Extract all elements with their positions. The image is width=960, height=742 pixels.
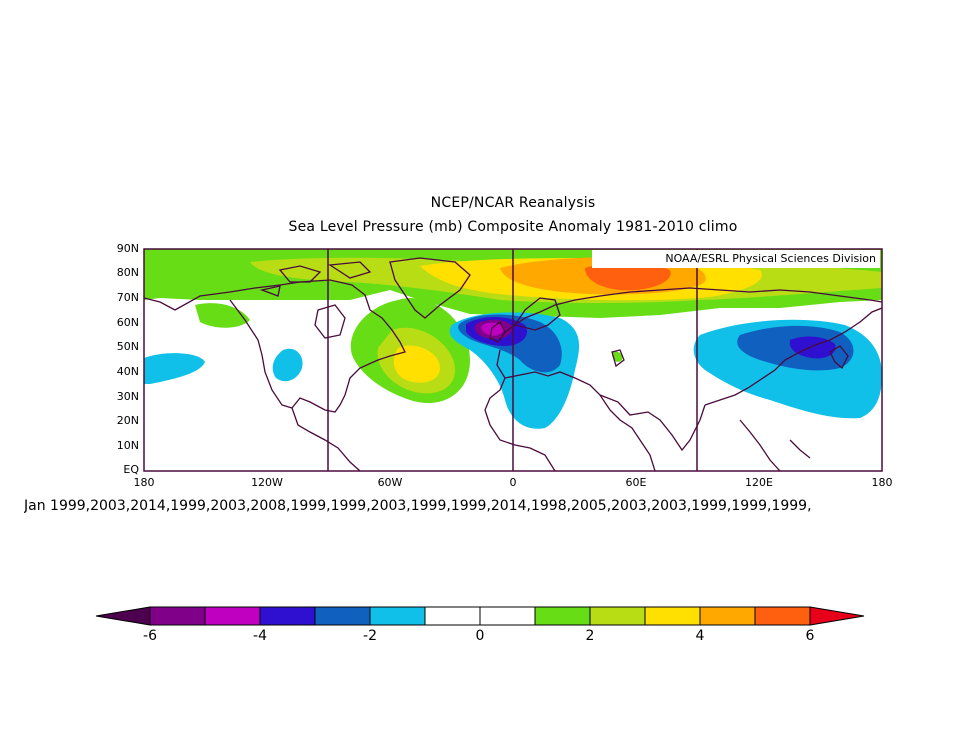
negative-anomaly-europe-center — [481, 322, 504, 336]
lat-tick-label: EQ — [123, 463, 139, 476]
lon-tick-label: 180 — [133, 476, 155, 489]
coast-west-america — [229, 299, 293, 409]
coast-mediterranean — [504, 371, 656, 471]
lon-tick-label: 60W — [377, 476, 403, 489]
positive-anomaly-red-orange — [585, 262, 671, 291]
lat-tick-label: 40N — [116, 365, 139, 378]
colorbar-tick-label: 2 — [585, 628, 595, 644]
lat-tick-label: 70N — [116, 291, 139, 304]
colorbar-swatch-8 — [534, 606, 591, 626]
lon-tick-label: 0 — [509, 476, 517, 489]
figure-title: NCEP/NCAR Reanalysis — [430, 195, 596, 211]
coast-se-asia — [739, 419, 811, 471]
coast-europe — [499, 287, 882, 341]
colorbar-tick-label: -2 — [363, 628, 377, 644]
lon-tick-label: 60E — [625, 476, 647, 489]
coast-scandinavia — [513, 297, 561, 331]
colorbar-swatch-9 — [589, 606, 646, 626]
colorbar-swatch-6 — [424, 606, 481, 626]
colorbar-arrow-left — [95, 606, 151, 626]
coast-east-asia — [704, 307, 882, 406]
colorbar-arrow-right — [809, 606, 865, 626]
coast-arctic-islands — [259, 261, 372, 297]
colorbar-tick-label: -4 — [253, 628, 267, 644]
credit-label: NOAA/ESRL Physical Sciences Division — [592, 250, 880, 268]
negative-anomaly-us — [272, 348, 303, 382]
colorbar-swatch-7 — [479, 606, 536, 626]
colorbar-swatch-1 — [149, 606, 206, 626]
colorbar-swatch-4 — [314, 606, 371, 626]
colorbar-tick-label: 4 — [695, 628, 705, 644]
lon-tick-label: 120W — [251, 476, 283, 489]
colorbar-tick-label: 6 — [805, 628, 815, 644]
coast-north-america — [144, 279, 406, 471]
lat-tick-label: 10N — [116, 439, 139, 452]
lon-tick-label: 180 — [871, 476, 893, 489]
lat-tick-label: 20N — [116, 414, 139, 427]
coast-hudson-bay — [314, 304, 346, 339]
lat-tick-label: 80N — [116, 266, 139, 279]
colorbar-tick-label: 0 — [475, 628, 485, 644]
colorbar-swatch-2 — [204, 606, 261, 626]
lat-tick-label: 90N — [116, 242, 139, 255]
positive-anomaly-yellow-atlantic — [393, 345, 440, 383]
coast-greenland — [389, 257, 471, 319]
coast-arabia-india — [599, 394, 706, 452]
figure-subtitle: Sea Level Pressure (mb) Composite Anomal… — [288, 219, 738, 235]
colorbar — [95, 606, 865, 626]
colorbar-swatch-3 — [259, 606, 316, 626]
coast-iberia-africa — [484, 349, 556, 471]
colorbar-swatch-5 — [369, 606, 426, 626]
colorbar-tick-label: -6 — [143, 628, 157, 644]
composite-years-label: Jan 1999,2003,2014,1999,2003,2008,1999,1… — [24, 498, 812, 514]
lat-tick-label: 50N — [116, 340, 139, 353]
negative-anomaly-pacific — [144, 353, 205, 384]
colorbar-swatch-12 — [754, 606, 811, 626]
coast-caspian — [611, 349, 625, 368]
colorbar-swatch-10 — [644, 606, 701, 626]
lat-tick-label: 30N — [116, 390, 139, 403]
colorbar-swatch-11 — [699, 606, 756, 626]
coastlines — [144, 257, 882, 471]
coast-japan — [829, 345, 849, 370]
lat-tick-label: 60N — [116, 316, 139, 329]
lon-tick-label: 120E — [745, 476, 773, 489]
coast-uk — [489, 321, 506, 343]
